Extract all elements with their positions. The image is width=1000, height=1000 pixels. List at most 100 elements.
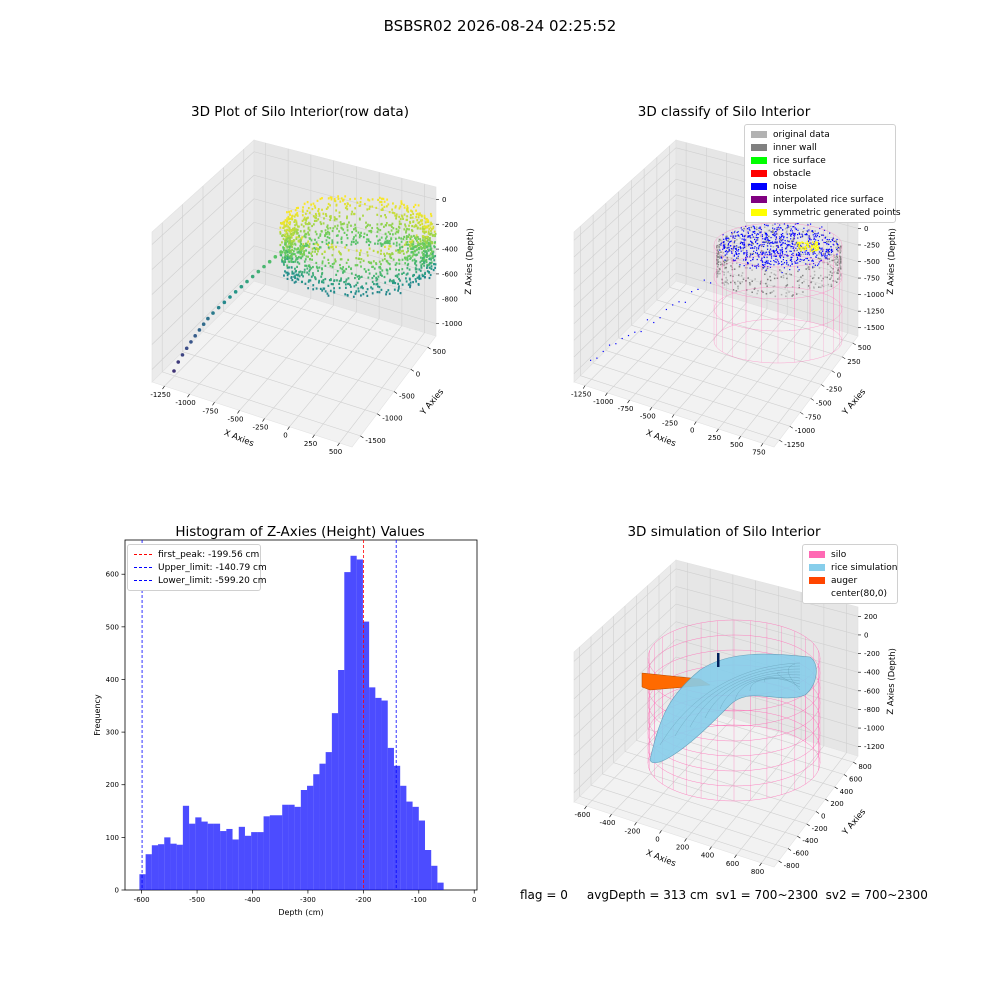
hist-xlabel: Depth (cm) xyxy=(278,908,323,917)
histogram-bar-24 xyxy=(288,804,295,890)
p2-ztick-0: -1500 xyxy=(864,324,884,332)
p2-xlabel: X Axies xyxy=(644,428,677,449)
hist-ytick-3: 300 xyxy=(106,729,119,737)
panel4-legend-item: auger xyxy=(809,574,891,587)
p2-xtick-6: 250 xyxy=(708,434,721,442)
legend-line-swatch xyxy=(134,567,152,568)
histogram-bar-38 xyxy=(375,697,382,890)
panel2-title: 3D classify of Silo Interior xyxy=(637,104,811,120)
panel2-legend-item: noise xyxy=(751,180,889,193)
hist-ytick-4: 400 xyxy=(106,676,119,684)
panel2-legend-item: original data xyxy=(751,128,889,141)
p4-ztick-5: -200 xyxy=(864,650,880,658)
histogram-bar-0 xyxy=(139,874,146,890)
p4-xtick-6: 600 xyxy=(726,860,739,868)
histogram-bar-16 xyxy=(238,826,245,890)
p4-ylabel: Y Axies xyxy=(840,807,868,838)
panel2-legend: original data inner wall rice surface obsta… xyxy=(744,124,901,223)
hist-ytick-2: 200 xyxy=(106,781,119,789)
p4-ztick-6: 0 xyxy=(864,631,868,639)
p2-ytick-5: 0 xyxy=(837,372,841,380)
histogram-legend-item: Lower_limit: -599.20 cm xyxy=(134,574,266,587)
histogram-bar-18 xyxy=(251,832,258,890)
p4-surface-mesh-line xyxy=(749,678,801,692)
histogram-bar-10 xyxy=(201,821,208,890)
p1-xtick-2: -750 xyxy=(203,407,219,415)
legend-label: obstacle xyxy=(773,168,811,179)
legend-label: auger xyxy=(831,575,858,586)
panel2-legend-item: obstacle xyxy=(751,167,889,180)
hist-xtick-4: -200 xyxy=(355,896,371,904)
histogram-bar-15 xyxy=(232,839,239,890)
p4-xtick-2: -200 xyxy=(625,827,641,835)
histogram-bar-23 xyxy=(282,804,289,890)
p1-back-pane xyxy=(253,139,437,337)
p2-xtick-5: 0 xyxy=(690,427,694,435)
p1-xtick-6: 250 xyxy=(304,440,317,448)
histogram-bar-6 xyxy=(176,844,183,890)
p1-point-cloud xyxy=(172,195,437,373)
histogram-legend: first_peak: -199.56 cm Upper_limit: -140.… xyxy=(127,544,267,591)
legend-swatch xyxy=(751,170,767,177)
p1-xtick-0: -1250 xyxy=(150,391,170,399)
panel2-legend-item: interpolated rice surface xyxy=(751,193,889,206)
histogram-bar-3 xyxy=(158,844,165,890)
p4-ztick-1: -1000 xyxy=(864,725,884,733)
p2-ytick-1: -1000 xyxy=(795,427,815,435)
histogram-bar-31 xyxy=(331,713,339,890)
p4-rice-surface xyxy=(649,653,817,764)
p4-surface-mesh-line xyxy=(704,671,801,719)
p1-ylabel: Y Axies xyxy=(418,387,446,418)
p4-ztick-3: -600 xyxy=(864,687,880,695)
panel3-title: Histogram of Z-Axies (Height) Values xyxy=(175,524,425,540)
p2-xtick-8: 750 xyxy=(752,448,765,456)
p4-xtick-7: 800 xyxy=(751,868,764,875)
panel4-3d-plot: -600 -400 -200 0 200 400 600 800 -800 -600 -400 -20… xyxy=(573,559,898,875)
p2-ztick-2: -1000 xyxy=(864,291,884,299)
p4-xlabel: X Axies xyxy=(644,848,677,869)
p1-ytick-4: 500 xyxy=(433,348,446,356)
p4-ytick-1: -600 xyxy=(793,850,809,858)
legend-label: inner wall xyxy=(773,142,817,153)
p4-ztick-0: -1200 xyxy=(864,743,884,751)
p4-surface-mesh-line xyxy=(674,665,801,737)
histogram-bar-21 xyxy=(269,815,276,890)
histogram-bar-33 xyxy=(344,572,351,890)
histogram-bar-32 xyxy=(338,670,345,890)
p4-ztick-4: -400 xyxy=(864,669,880,677)
p4-ytick-0: -800 xyxy=(784,862,800,870)
legend-label: original data xyxy=(773,129,830,140)
legend-label: rice surface xyxy=(773,155,826,166)
panel2-legend-item: symmetric generated points xyxy=(751,206,901,219)
p2-ztick-6: 0 xyxy=(864,225,868,233)
histogram-bar-2 xyxy=(151,845,159,890)
histogram-bar-36 xyxy=(362,621,370,890)
histogram-bar-35 xyxy=(356,559,363,890)
histogram-bar-46 xyxy=(425,850,432,890)
p1-ztick-3: -400 xyxy=(442,246,458,254)
p1-ztick-5: 0 xyxy=(442,196,446,204)
p2-ztick-5: -250 xyxy=(864,241,880,249)
histogram-bar-45 xyxy=(418,820,426,890)
p2-ytick-4: -250 xyxy=(826,386,842,394)
legend-swatch xyxy=(809,577,825,584)
legend-swatch xyxy=(751,144,767,151)
histogram-bar-47 xyxy=(431,865,438,890)
hist-xtick-3: -300 xyxy=(300,896,316,904)
histogram-bar-13 xyxy=(220,831,227,890)
legend-swatch xyxy=(809,564,825,571)
histogram-bar-44 xyxy=(412,806,419,890)
p2-zlabel: Z Axies (Depth) xyxy=(886,228,898,295)
p4-xtick-3: 0 xyxy=(655,835,659,843)
histogram-bar-8 xyxy=(189,823,196,890)
p4-zlabel: Z Axies (Depth) xyxy=(886,648,898,715)
histogram-legend-item: Upper_limit: -140.79 cm xyxy=(134,561,267,574)
histogram-bar-7 xyxy=(182,805,190,890)
hist-ytick-0: 0 xyxy=(115,887,119,895)
legend-label: silo xyxy=(831,549,847,560)
histogram-bar-1 xyxy=(145,854,152,890)
p2-ytick-0: -1250 xyxy=(784,441,804,449)
histogram-bar-26 xyxy=(300,790,308,890)
p2-ztick-4: -500 xyxy=(864,258,880,266)
legend-swatch xyxy=(751,209,767,216)
